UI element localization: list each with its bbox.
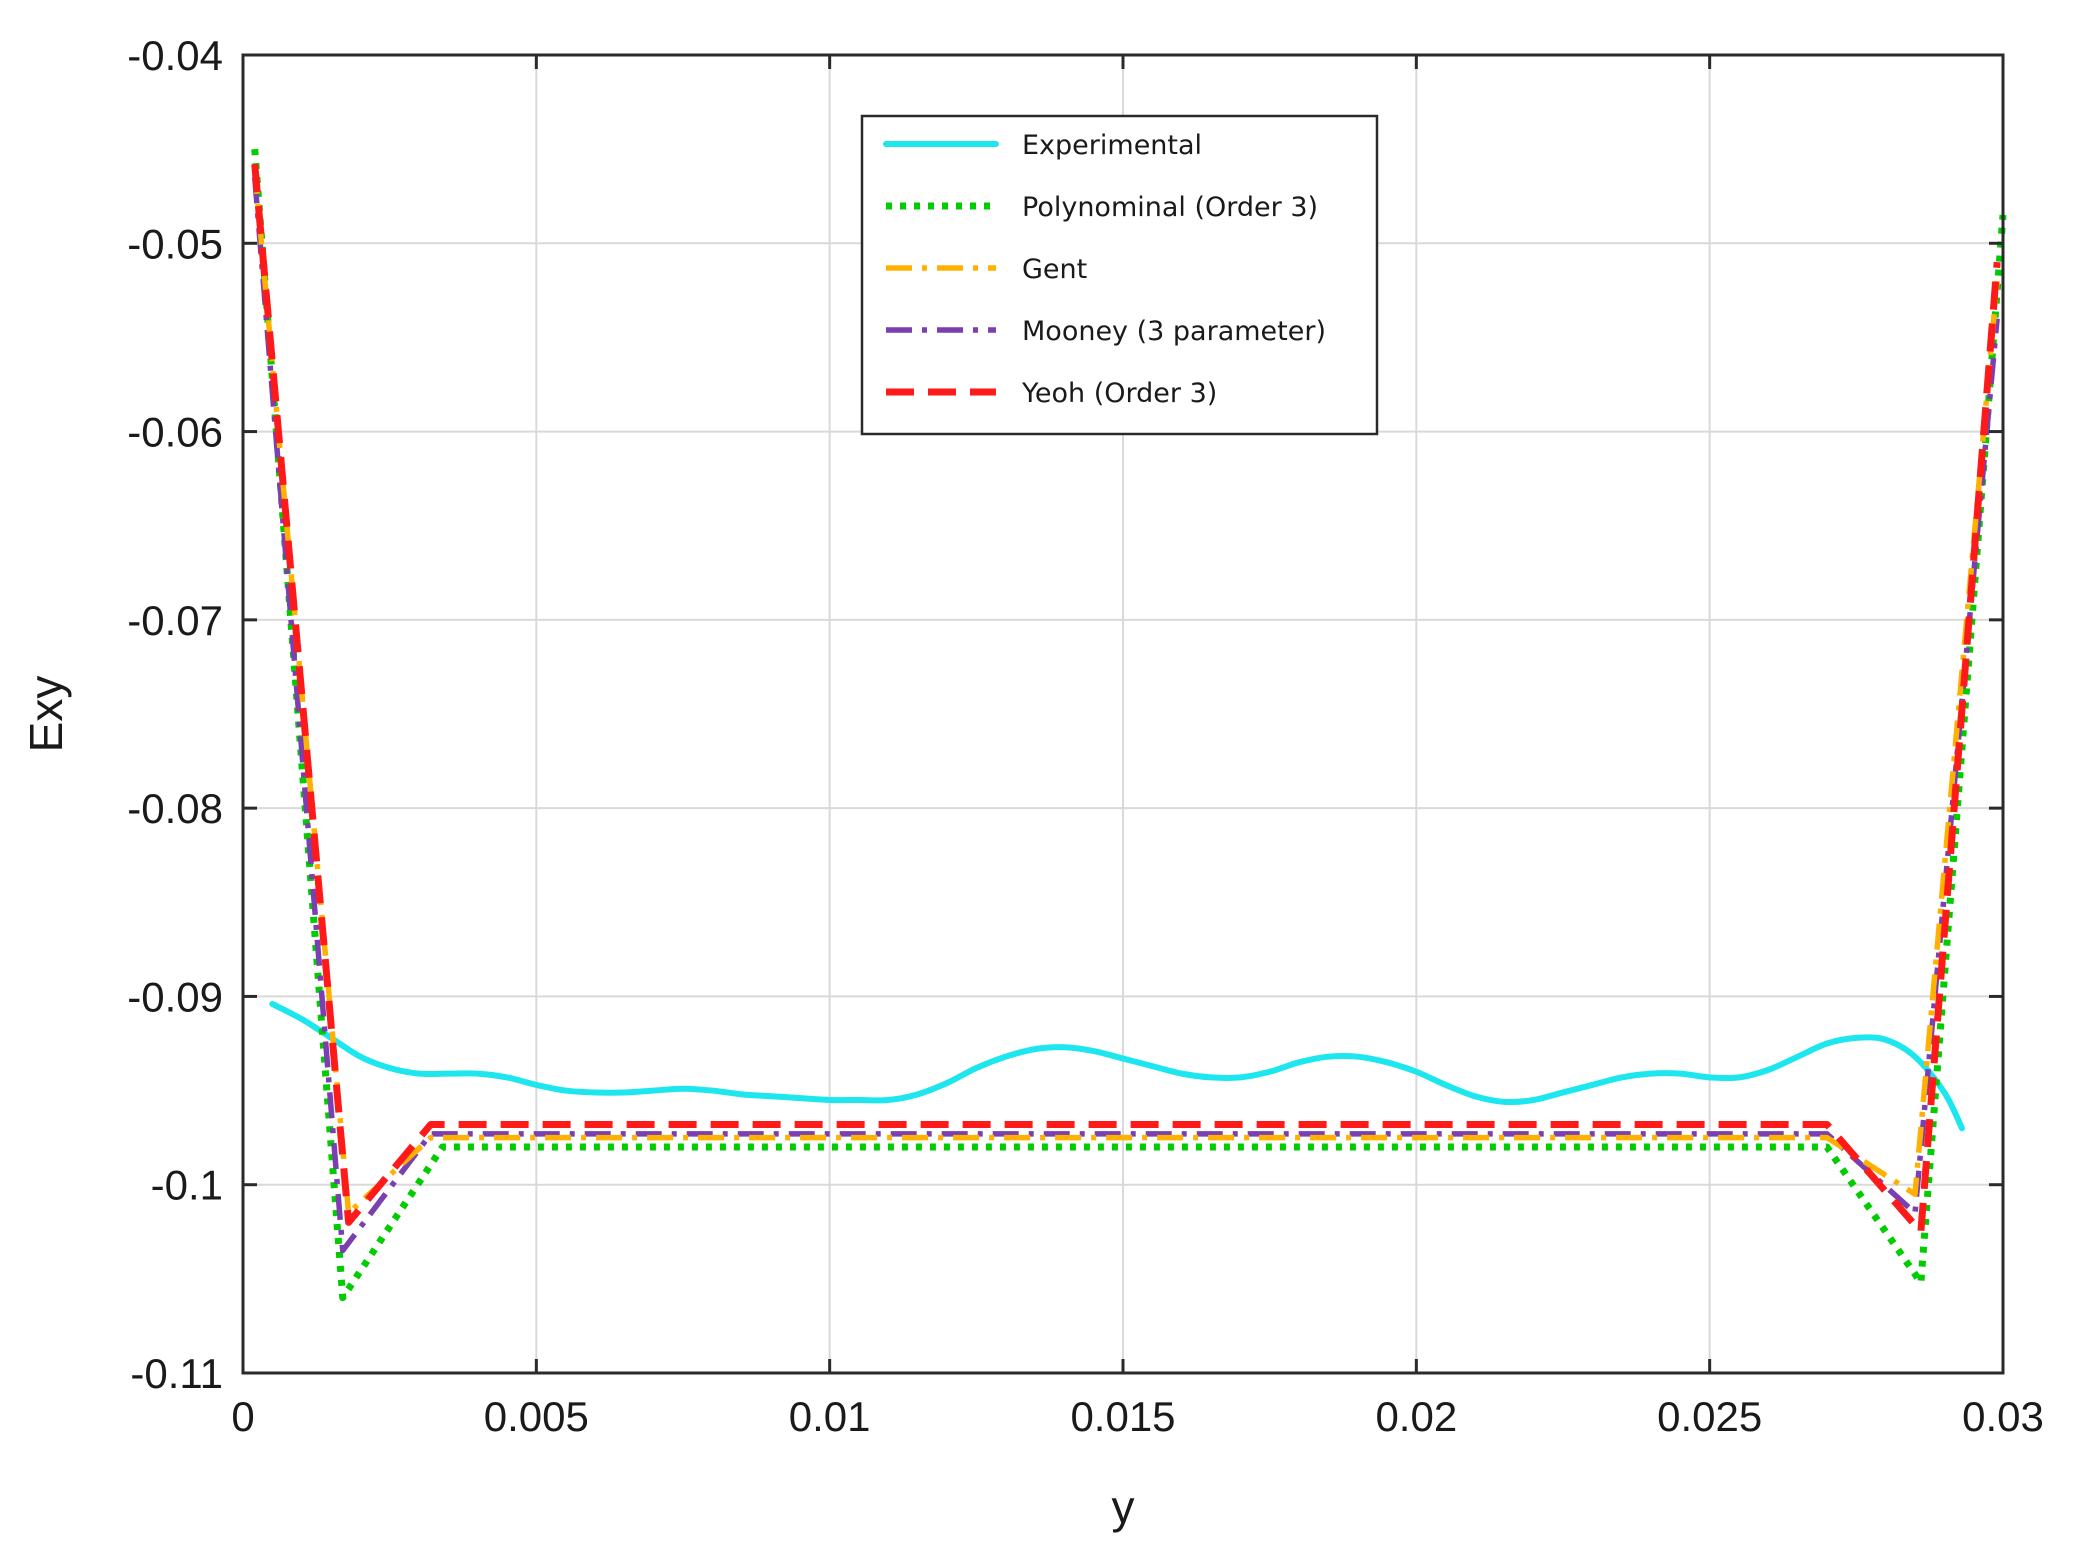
series-line-experimental xyxy=(269,1000,1965,1132)
legend-item: Mooney (3 parameter) xyxy=(886,316,1326,347)
legend: Experimental Polynominal (Order 3) Gent Moo… xyxy=(860,114,1379,436)
legend-label: Experimental xyxy=(1022,130,1202,161)
y-tick-label: -0.05 xyxy=(127,220,223,267)
y-tick-label: -0.09 xyxy=(127,973,223,1020)
y-tick-label: -0.08 xyxy=(127,785,223,832)
legend-label: Mooney (3 parameter) xyxy=(1022,316,1326,347)
grid xyxy=(242,54,2004,1374)
y-tick-label: -0.04 xyxy=(127,32,223,79)
legend-item: Experimental xyxy=(883,130,1202,161)
legend-label: Gent xyxy=(1022,254,1087,285)
plot-series xyxy=(251,148,2007,1302)
x-tick-label: 0.01 xyxy=(789,1393,871,1440)
axis-ticks: 0 0.005 0.01 0.015 0.02 0.025 0.03 -0.04 -0.05 -0… xyxy=(127,32,2044,1440)
legend-label: Polynominal (Order 3) xyxy=(1022,192,1318,223)
x-axis-label: y xyxy=(1112,1481,1135,1533)
y-tick-label: -0.1 xyxy=(151,1162,223,1209)
x-tick-label: 0.025 xyxy=(1657,1393,1762,1440)
x-tick-label: 0 xyxy=(231,1393,254,1440)
legend-item: Polynominal (Order 3) xyxy=(886,192,1318,223)
legend-box xyxy=(860,114,1379,436)
x-tick-label: 0.03 xyxy=(1962,1393,2044,1440)
series-line-gent xyxy=(251,167,2000,1216)
legend-item: Gent xyxy=(886,254,1087,285)
y-tick-label: -0.07 xyxy=(127,597,223,644)
y-tick-label: -0.11 xyxy=(130,1350,223,1397)
legend-label: Yeoh (Order 3) xyxy=(1021,378,1217,409)
y-axis-label: Exy xyxy=(20,676,72,753)
series-line-yeoh-order-3 xyxy=(251,163,2001,1236)
legend-item: Yeoh (Order 3) xyxy=(886,378,1217,409)
x-tick-label: 0.02 xyxy=(1375,1393,1457,1440)
x-tick-label: 0.005 xyxy=(484,1393,589,1440)
y-tick-label: -0.06 xyxy=(127,409,223,456)
x-tick-label: 0.015 xyxy=(1070,1393,1175,1440)
